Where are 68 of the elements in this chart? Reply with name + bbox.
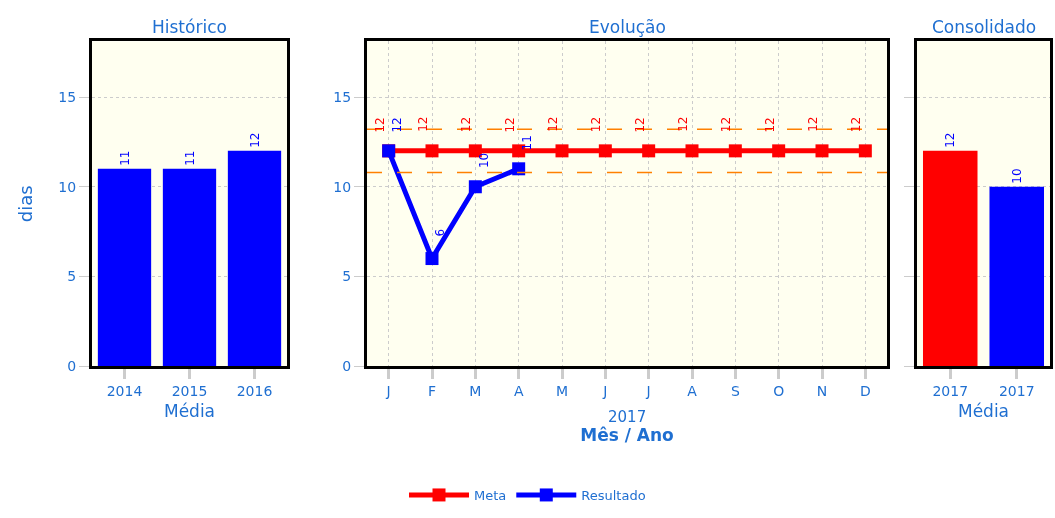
x-tick-label: J [645, 383, 651, 400]
chart-title: Consolidado [932, 17, 1037, 37]
data-label: 11 [519, 135, 534, 151]
point [425, 144, 439, 158]
y-tick-label: 15 [58, 88, 77, 105]
y-tick-label: 5 [342, 268, 352, 285]
x-tick-label: 2015 [171, 383, 208, 400]
y-tick-label: 10 [333, 178, 352, 195]
x-tick-label: 2017 [998, 383, 1035, 400]
data-label: 12 [459, 116, 474, 133]
data-label: 12 [389, 117, 404, 133]
point [425, 252, 439, 266]
data-label: 12 [719, 116, 734, 133]
x-axis-title: Média [957, 401, 1010, 422]
x-axis-title: Média [163, 401, 216, 422]
data-label: 12 [416, 116, 431, 132]
x-tick-label: F [427, 383, 437, 400]
point [728, 144, 742, 158]
data-label: 12 [502, 117, 517, 133]
point [685, 144, 699, 158]
data-label: 12 [849, 116, 864, 133]
data-label: 12 [247, 132, 262, 148]
x-tick-label: S [730, 383, 740, 400]
point [555, 144, 569, 158]
data-label: 10 [1009, 168, 1024, 184]
x-tick-label: 2017 [932, 383, 969, 400]
data-label: 10 [476, 152, 491, 169]
x-tick-label: N [816, 383, 828, 400]
text: 2017 [608, 408, 647, 426]
legend-label: Resultado [581, 488, 646, 504]
legend-label: Meta [474, 488, 507, 504]
y-tick-label: 15 [333, 88, 352, 105]
data-label: 11 [182, 150, 197, 166]
y-tick-label: 0 [342, 358, 352, 375]
x-tick-label: A [687, 383, 698, 400]
data-label: 12 [632, 117, 647, 133]
data-label: 12 [943, 132, 958, 148]
x-tick-label: 2016 [236, 383, 273, 400]
x-tick-label: 2014 [106, 383, 143, 400]
point [512, 162, 526, 176]
data-label: 12 [589, 116, 604, 133]
chart-title: Histórico [152, 17, 227, 37]
data-label: 12 [806, 116, 821, 132]
point [468, 180, 482, 194]
y-tick-label: 10 [58, 178, 77, 195]
y-axis-title: dias [14, 185, 36, 223]
data-label: 12 [762, 117, 777, 133]
x-tick-label: O [773, 383, 785, 400]
x-tick-label: M [469, 383, 482, 400]
data-label: 12 [676, 116, 691, 132]
x-tick-label: M [555, 383, 569, 400]
x-tick-label: J [385, 383, 391, 400]
point [815, 144, 829, 158]
x-tick-label: D [859, 383, 871, 400]
y-tick-label: 0 [67, 358, 77, 375]
x-tick-label: A [513, 383, 524, 400]
point [858, 144, 872, 158]
y-tick-label: 5 [67, 268, 77, 285]
point [642, 144, 656, 158]
data-label: 11 [117, 150, 132, 166]
x-axis-title: Mês / Ano [580, 425, 674, 446]
point [598, 144, 612, 158]
point [772, 144, 786, 158]
x-tick-label: J [602, 383, 608, 400]
data-label: 12 [372, 117, 387, 133]
data-label: 12 [546, 116, 561, 132]
chart-title: Evolução [589, 17, 666, 37]
data-label: 6 [433, 228, 448, 237]
